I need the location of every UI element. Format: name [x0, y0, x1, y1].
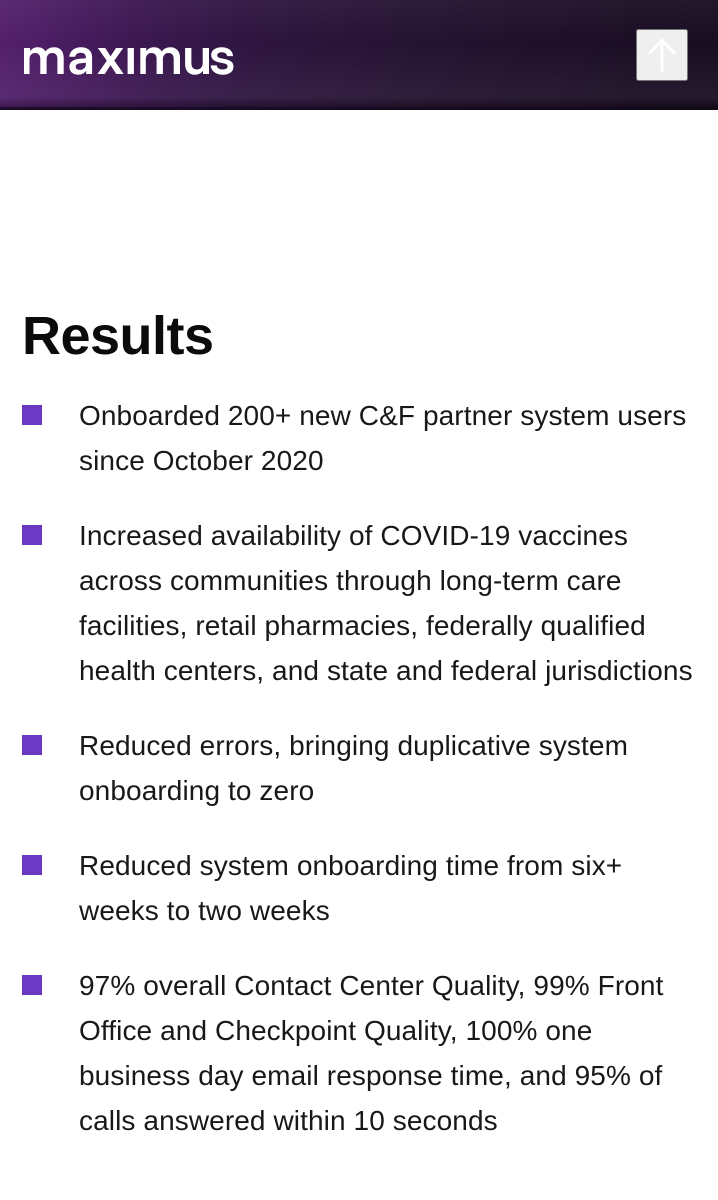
maximus-wordmark-s-icon — [208, 36, 238, 76]
arrow-up-icon[interactable] — [636, 29, 688, 81]
bullet-square-icon — [22, 735, 42, 755]
list-item-text: Increased availability of COVID-19 vacci… — [79, 520, 693, 686]
bullet-square-icon — [22, 405, 42, 425]
list-item: Reduced errors, bringing duplicative sys… — [22, 723, 696, 813]
list-item: 97% overall Contact Center Quality, 99% … — [22, 963, 696, 1143]
page-title: Results — [22, 306, 214, 366]
results-list: Onboarded 200+ new C&F partner system us… — [22, 393, 696, 1143]
list-item-text: 97% overall Contact Center Quality, 99% … — [79, 970, 664, 1136]
maximus-wordmark-icon — [22, 36, 214, 76]
list-item: Onboarded 200+ new C&F partner system us… — [22, 393, 696, 483]
list-item: Reduced system onboarding time from six+… — [22, 843, 696, 933]
bullet-square-icon — [22, 525, 42, 545]
list-item-text: Reduced errors, bringing duplicative sys… — [79, 730, 629, 806]
main-content: Results Onboarded 200+ new C&F partner s… — [0, 110, 718, 1143]
site-header: maximus — [0, 0, 718, 110]
list-item-text: Reduced system onboarding time from six+… — [79, 850, 623, 926]
list-item-text: Onboarded 200+ new C&F partner system us… — [79, 400, 687, 476]
maximus-logo[interactable]: maximus — [22, 34, 238, 78]
bullet-square-icon — [22, 855, 42, 875]
list-item: Increased availability of COVID-19 vacci… — [22, 513, 696, 693]
bullet-square-icon — [22, 975, 42, 995]
